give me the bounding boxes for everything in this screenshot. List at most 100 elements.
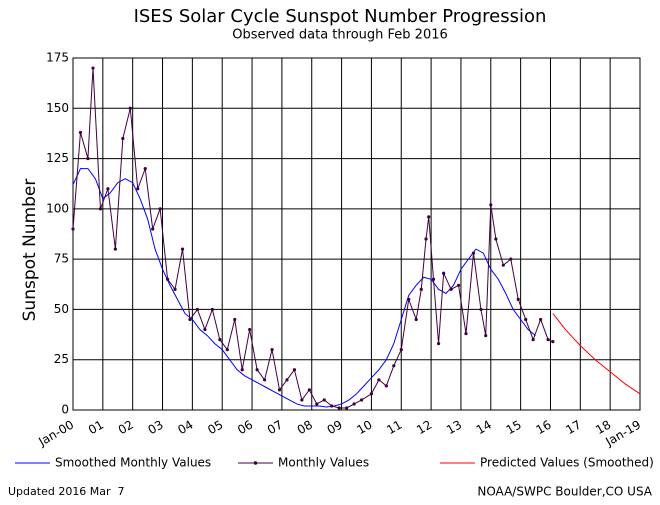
data-point: [407, 297, 411, 301]
data-point: [322, 398, 326, 402]
data-point: [524, 317, 528, 322]
x-tick-label: 18: [593, 418, 613, 438]
x-tick-label: 05: [205, 418, 225, 438]
data-point: [188, 317, 192, 322]
data-point: [489, 203, 493, 207]
data-point: [419, 287, 423, 291]
data-point: [165, 277, 170, 281]
y-tick-label: 150: [46, 101, 69, 115]
data-point: [359, 398, 364, 402]
data-point: [136, 187, 140, 191]
y-tick-label: 50: [54, 302, 69, 316]
data-point: [427, 215, 431, 219]
legend-label: Monthly Values: [278, 456, 369, 470]
legend-label: Smoothed Monthly Values: [55, 456, 211, 470]
data-point: [277, 388, 282, 392]
legend-label: Predicted Values (Smoothed): [480, 456, 654, 470]
x-tick-label: 03: [146, 418, 166, 438]
data-point: [121, 136, 125, 141]
data-point: [262, 378, 267, 382]
data-point: [369, 392, 374, 396]
data-point: [151, 227, 155, 231]
data-point: [143, 167, 147, 171]
data-point: [456, 283, 461, 287]
data-point: [233, 317, 237, 322]
y-axis-label: Sunspot Number: [20, 179, 40, 322]
x-tick-label: 14: [474, 418, 494, 438]
x-tick-label: 17: [563, 418, 583, 438]
data-point: [248, 327, 252, 332]
data-point: [337, 406, 341, 410]
data-point: [106, 187, 110, 191]
data-point: [210, 307, 214, 312]
data-point: [531, 338, 535, 342]
x-tick-label: 11: [384, 418, 404, 438]
data-point: [78, 130, 83, 135]
data-point: [91, 66, 95, 70]
chart-title: ISES Solar Cycle Sunspot Number Progress…: [134, 6, 547, 27]
data-point: [377, 378, 381, 382]
data-point: [113, 247, 117, 251]
data-point: [449, 287, 453, 291]
x-tick-label: 01: [86, 418, 106, 438]
data-point: [158, 207, 162, 211]
data-point: [501, 263, 505, 267]
data-point: [255, 368, 259, 372]
data-point: [392, 364, 396, 368]
data-point: [307, 388, 311, 392]
data-point: [471, 251, 476, 255]
y-tick-label: 175: [46, 51, 69, 65]
data-point: [399, 348, 403, 352]
x-tick-label: 06: [235, 418, 255, 438]
data-point: [431, 277, 436, 281]
data-point: [442, 271, 446, 275]
data-point: [195, 307, 200, 312]
data-point: [315, 402, 319, 406]
x-tick-label: 10: [354, 418, 374, 438]
data-point: [516, 297, 520, 301]
data-point: [173, 287, 177, 291]
data-point: [424, 237, 428, 241]
data-point: [551, 340, 555, 344]
data-point: [352, 402, 356, 406]
data-point: [86, 156, 90, 161]
data-point: [240, 368, 244, 372]
x-tick-label: 09: [325, 418, 345, 438]
series-line: [552, 313, 641, 395]
x-tick-label: Jan-00: [35, 418, 76, 450]
y-tick-label: 125: [46, 151, 69, 165]
data-point: [218, 338, 222, 342]
x-tick-label: 08: [295, 418, 315, 438]
y-tick-label: 75: [54, 252, 69, 266]
data-point: [546, 338, 550, 342]
data-point: [345, 406, 349, 410]
y-tick-label: 0: [61, 403, 69, 417]
data-point: [285, 378, 289, 382]
data-point: [128, 106, 132, 110]
data-point: [292, 368, 297, 372]
data-point: [464, 331, 468, 336]
data-point: [180, 247, 185, 251]
x-tick-label: 02: [116, 418, 136, 438]
y-tick-label: 25: [54, 352, 69, 366]
series-line: [72, 168, 536, 408]
data-point: [330, 404, 334, 408]
data-point: [494, 237, 498, 241]
x-tick-label: 15: [504, 418, 524, 438]
y-tick-label: 100: [46, 201, 69, 215]
data-point: [225, 348, 229, 352]
x-tick-label: 04: [175, 418, 195, 438]
data-point: [414, 317, 418, 322]
data-point: [98, 207, 103, 211]
legend-swatch-dot: [253, 461, 258, 465]
data-point: [270, 348, 274, 352]
data-point: [300, 398, 304, 402]
x-tick-label: 16: [533, 418, 553, 438]
x-tick-label: 12: [414, 418, 434, 438]
data-point: [539, 317, 543, 322]
data-point: [71, 227, 75, 231]
data-point: [479, 307, 483, 312]
data-point: [436, 342, 441, 346]
credit-note: NOAA/SWPC Boulder,CO USA: [477, 485, 652, 499]
chart-subtitle: Observed data through Feb 2016: [232, 28, 448, 43]
